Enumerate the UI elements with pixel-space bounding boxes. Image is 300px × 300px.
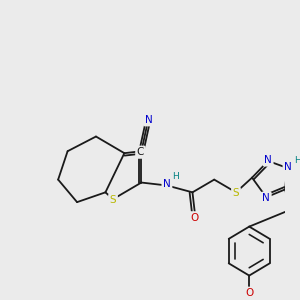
Text: N: N xyxy=(145,115,153,125)
Text: N: N xyxy=(163,178,171,188)
Text: S: S xyxy=(110,195,116,205)
Text: H: H xyxy=(172,172,179,181)
Text: O: O xyxy=(190,213,199,223)
Text: N: N xyxy=(264,155,272,165)
Text: N: N xyxy=(284,162,292,172)
Text: S: S xyxy=(233,188,239,198)
Text: H: H xyxy=(294,155,300,164)
Text: O: O xyxy=(245,288,253,298)
Text: N: N xyxy=(262,193,270,203)
Text: C: C xyxy=(137,147,144,157)
